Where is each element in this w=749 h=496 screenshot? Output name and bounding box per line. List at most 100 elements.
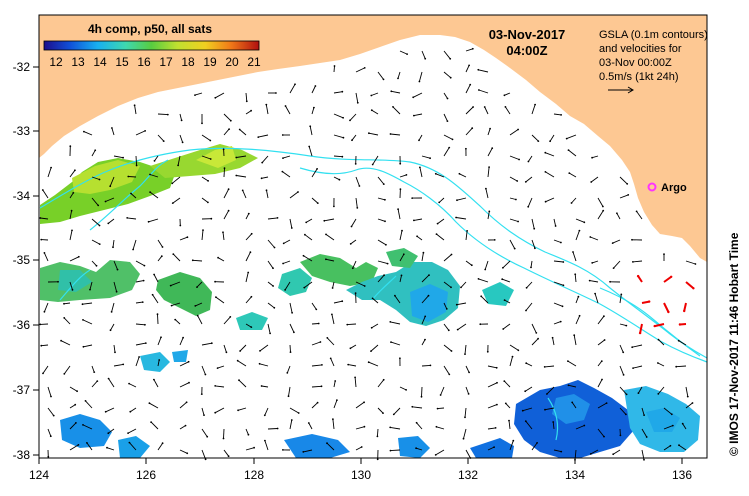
velocity-arrow (324, 218, 335, 222)
velocity-arrow-head (177, 164, 180, 167)
velocity-arrow (289, 191, 299, 199)
velocity-arrow-head (513, 247, 516, 250)
argo-label: Argo (661, 182, 687, 194)
velocity-arrow-head (40, 344, 43, 347)
velocity-arrow-head (235, 174, 238, 177)
velocity-arrow-head (250, 295, 253, 298)
velocity-arrow (239, 129, 247, 136)
velocity-arrow (69, 170, 76, 178)
velocity-arrow (289, 344, 291, 353)
velocity-arrow (128, 383, 137, 388)
lat-label-38: -38 (13, 448, 31, 462)
velocity-arrow (325, 258, 335, 262)
velocity-arrow-head (438, 201, 441, 204)
velocity-arrow (245, 213, 250, 220)
velocity-arrow (390, 426, 401, 430)
velocity-arrow (245, 428, 249, 435)
velocity-arrow (435, 449, 445, 456)
velocity-arrow-head (694, 263, 697, 265)
velocity-arrow-head (455, 216, 457, 219)
velocity-arrow-head (483, 106, 486, 108)
velocity-arrow-head (148, 402, 151, 405)
velocity-arrow-head (468, 371, 470, 374)
velocity-arrow-head (612, 267, 615, 269)
velocity-arrow (303, 449, 313, 453)
velocity-arrow-head (386, 262, 389, 265)
velocity-arrow-head (678, 444, 680, 447)
velocity-arrow (465, 84, 471, 94)
velocity-arrow (597, 360, 603, 367)
velocity-arrow-head (524, 181, 527, 183)
velocity-arrow-head (446, 120, 449, 122)
velocity-arrow (127, 428, 137, 434)
velocity-arrow-head (214, 385, 217, 387)
velocity-arrow-head (158, 359, 161, 361)
velocity-arrow-head (401, 229, 403, 232)
velocity-arrow-head (560, 114, 562, 116)
velocity-arrow (465, 106, 474, 115)
velocity-arrow-head (376, 435, 379, 438)
lat-label-32: -32 (13, 60, 31, 74)
velocity-arrow (527, 197, 533, 207)
velocity-arrow-head (525, 309, 527, 312)
velocity-arrow-head (204, 458, 207, 461)
velocity-arrow (443, 302, 448, 310)
velocity-arrow (157, 442, 163, 451)
velocity-arrow (531, 338, 539, 346)
velocity-arrow (150, 421, 159, 430)
velocity-arrow (267, 260, 274, 269)
velocity-arrow (597, 339, 605, 346)
velocity-arrow-head (494, 427, 497, 429)
velocity-arrow-head (307, 422, 310, 424)
velocity-arrow (368, 361, 379, 367)
velocity-arrow-head (351, 139, 353, 142)
velocity-arrow-head (471, 47, 474, 50)
velocity-arrow (589, 280, 599, 283)
velocity-arrow-head (561, 305, 564, 308)
velocity-arrow (351, 134, 357, 141)
velocity-arrow-head (309, 125, 312, 128)
velocity-arrow (685, 386, 689, 397)
velocity-arrow (399, 50, 408, 55)
velocity-arrow-head (341, 155, 344, 158)
velocity-arrow-head (332, 418, 334, 421)
velocity-arrow (487, 382, 498, 388)
velocity-arrow-head (276, 217, 279, 219)
velocity-arrow-head (186, 236, 189, 239)
velocity-arrow-head (319, 341, 322, 343)
velocity-arrow-head (429, 157, 431, 160)
velocity-arrow-head (413, 219, 415, 222)
velocity-arrow (393, 407, 401, 415)
velocity-arrow (157, 255, 163, 262)
velocity-arrow (223, 168, 225, 178)
velocity-arrow (245, 110, 252, 115)
velocity-arrow (47, 407, 55, 416)
velocity-arrow-head (39, 323, 42, 326)
velocity-arrow-head (354, 292, 357, 294)
velocity-arrow (63, 365, 71, 375)
velocity-arrow-head (434, 172, 437, 175)
velocity-arrow-head (98, 224, 101, 227)
velocity-arrow (575, 218, 585, 223)
velocity-arrow (135, 323, 145, 326)
velocity-arrow-head (451, 138, 454, 141)
velocity-arrow (371, 109, 379, 115)
velocity-arrow-head (349, 119, 351, 122)
velocity-arrow-head (484, 268, 487, 271)
velocity-arrow-head (422, 251, 425, 254)
velocity-arrow-head (382, 412, 384, 414)
velocity-arrow (40, 217, 49, 220)
velocity-arrow-head (342, 116, 344, 119)
velocity-arrow (245, 323, 252, 328)
velocity-arrow-head (544, 200, 547, 203)
velocity-arrow-head (570, 202, 573, 204)
velocity-arrow-head (72, 192, 75, 194)
velocity-arrow-head (363, 401, 365, 404)
velocity-arrow (531, 442, 538, 451)
velocity-arrow-head (405, 389, 407, 391)
velocity-arrow (267, 323, 271, 334)
velocity-arrow (456, 197, 467, 201)
velocity-arrow-head (603, 435, 605, 438)
velocity-arrow-head (603, 339, 606, 341)
